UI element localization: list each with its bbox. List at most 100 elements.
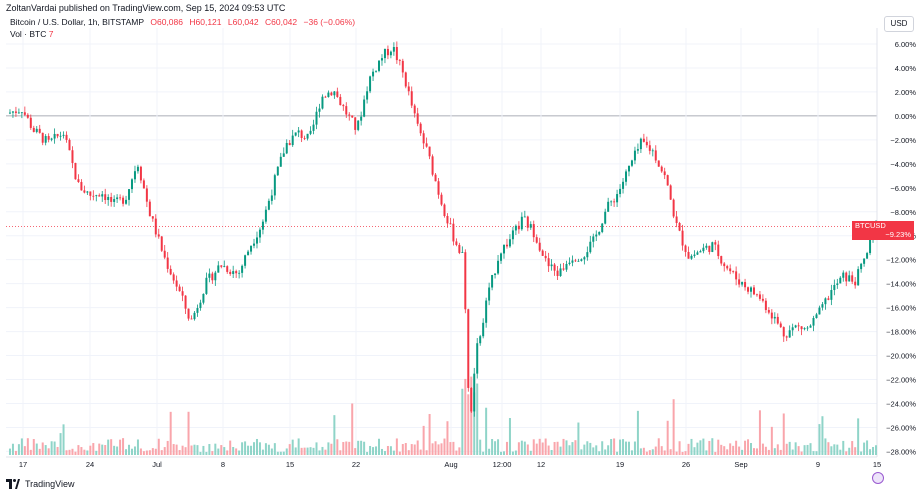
- candle-body: [154, 218, 157, 235]
- volume-bar: [139, 448, 142, 455]
- candle-body: [333, 91, 336, 96]
- candle-body: [592, 236, 595, 242]
- y-tick-label: −14.00%: [886, 280, 916, 289]
- volume-bar: [747, 439, 750, 455]
- volume-bar: [773, 448, 776, 455]
- volume-bar: [372, 447, 375, 455]
- volume-bar: [339, 450, 342, 455]
- volume-bar: [235, 448, 238, 455]
- candle-body: [77, 179, 80, 183]
- candle-body: [616, 194, 619, 203]
- volume-bar: [128, 444, 131, 455]
- candle-body: [23, 112, 26, 115]
- candle-body: [809, 325, 812, 328]
- candle-body: [86, 191, 89, 193]
- volume-bar: [407, 450, 410, 455]
- volume-bar: [654, 446, 657, 455]
- symbol-title[interactable]: Bitcoin / U.S. Dollar, 1h, BITSTAMP: [10, 17, 144, 27]
- candle-body: [440, 194, 443, 205]
- volume-bar: [401, 444, 404, 455]
- candle-body: [47, 136, 50, 140]
- candle-body: [467, 309, 470, 388]
- candle-body: [306, 133, 309, 139]
- volume-bars: [8, 376, 877, 455]
- candle-body: [14, 111, 17, 113]
- candle-body: [321, 96, 324, 109]
- volume-bar: [312, 447, 315, 455]
- volume-bar: [815, 451, 818, 455]
- chart-settings-icon[interactable]: [872, 472, 884, 484]
- volume-bar: [369, 445, 372, 455]
- candle-body: [735, 271, 738, 280]
- volume-bar: [431, 443, 434, 455]
- volume-bar: [226, 450, 229, 455]
- candle-body: [761, 298, 764, 301]
- volume-bar: [720, 444, 723, 455]
- volume-bar: [74, 451, 77, 455]
- volume-bar: [428, 414, 431, 455]
- volume-bar: [62, 424, 65, 455]
- candle-body: [116, 197, 119, 200]
- candle-body: [622, 181, 625, 189]
- volume-bar: [520, 440, 523, 455]
- y-tick-label: −6.00%: [890, 184, 916, 193]
- candle-body: [550, 264, 553, 267]
- volume-bar: [122, 438, 125, 455]
- candle-body: [187, 308, 190, 319]
- volume-bar: [389, 446, 392, 455]
- volume-bar: [452, 441, 455, 455]
- candle-body: [797, 325, 800, 327]
- candle-body: [720, 256, 723, 264]
- candle-body: [56, 133, 59, 137]
- candle-body: [285, 142, 288, 154]
- candle-body: [767, 310, 770, 313]
- candle-body: [738, 279, 741, 285]
- candle-body: [684, 245, 687, 252]
- volume-bar: [872, 446, 875, 455]
- y-tick-label: −4.00%: [890, 160, 916, 169]
- candle-body: [833, 284, 836, 291]
- volume-bar: [306, 447, 309, 455]
- candle-body: [208, 273, 211, 278]
- candle-body: [59, 135, 62, 137]
- candle-body: [139, 166, 142, 181]
- candle-body: [639, 138, 642, 150]
- volume-bar: [68, 449, 71, 455]
- volume-bar: [639, 448, 642, 455]
- volume-bar: [491, 439, 494, 455]
- candle-body: [401, 60, 404, 73]
- candle-body: [633, 150, 636, 161]
- volume-bar: [875, 445, 877, 455]
- candle-body: [122, 197, 125, 204]
- volume-bar: [586, 441, 589, 455]
- volume-label[interactable]: Vol · BTC: [10, 29, 47, 39]
- candle-body: [869, 239, 872, 254]
- candle-body: [404, 72, 407, 87]
- candle-body: [443, 204, 446, 216]
- y-tick-label: −12.00%: [886, 256, 916, 265]
- candle-body: [654, 150, 657, 161]
- candle-body: [166, 257, 169, 269]
- candle-body: [369, 76, 372, 92]
- volume-bar: [657, 438, 660, 455]
- currency-button[interactable]: USD: [884, 16, 914, 32]
- footer-brand-name[interactable]: TradingView: [25, 479, 75, 489]
- volume-bar: [708, 440, 711, 455]
- volume-bar: [556, 441, 559, 455]
- volume-bar: [17, 444, 20, 455]
- candle-body: [565, 264, 568, 270]
- candle-body: [113, 199, 116, 202]
- candle-body: [339, 96, 342, 106]
- candle-body: [577, 260, 580, 262]
- volume-bar: [764, 446, 767, 455]
- candle-body: [800, 326, 803, 330]
- volume-bar: [410, 444, 413, 455]
- candle-body: [250, 245, 253, 252]
- candle-body: [297, 130, 300, 133]
- volume-bar: [627, 441, 630, 455]
- candle-body: [110, 196, 113, 202]
- volume-bar: [193, 444, 196, 455]
- volume-bar: [461, 388, 464, 455]
- candle-body: [678, 222, 681, 231]
